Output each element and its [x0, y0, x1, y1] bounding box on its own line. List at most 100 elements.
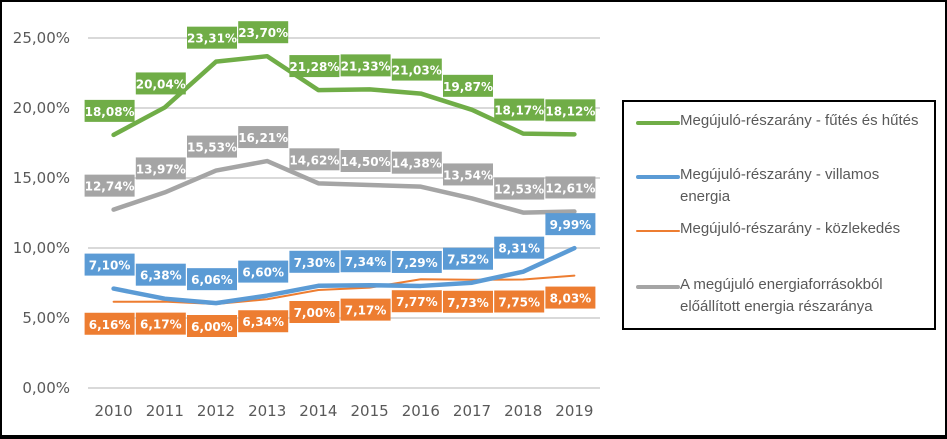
data-label-text: 7,34%: [345, 255, 387, 269]
x-tick-label: 2019: [555, 402, 593, 420]
data-label: 9,99%: [545, 213, 596, 236]
data-label: 7,17%: [340, 298, 391, 321]
data-label-text: 6,16%: [89, 318, 131, 332]
data-label-box: [187, 26, 237, 49]
data-label-box: [443, 290, 493, 313]
x-tick-label: 2018: [504, 402, 542, 420]
y-tick-label: 25,00%: [13, 29, 70, 47]
data-label-text: 23,70%: [238, 26, 288, 40]
data-label: 18,08%: [84, 99, 135, 122]
data-label-text: 23,31%: [187, 32, 237, 46]
data-label: 7,73%: [443, 290, 493, 313]
data-label-box: [340, 54, 391, 77]
data-label-box: [443, 74, 493, 97]
data-label-text: 21,33%: [341, 59, 391, 73]
data-label-box: [545, 286, 596, 309]
data-label: 6,16%: [84, 312, 135, 335]
data-label: 14,38%: [391, 151, 442, 174]
legend-label: Megújuló-részarány - közlekedés: [680, 220, 901, 237]
data-label-text: 12,74%: [85, 180, 135, 194]
data-label-text: 14,38%: [392, 157, 442, 171]
x-tick-label: 2015: [351, 402, 389, 420]
x-tick-label: 2016: [402, 402, 440, 420]
data-label-text: 13,97%: [136, 162, 186, 176]
data-label-text: 7,29%: [396, 256, 438, 270]
data-label-text: 7,30%: [294, 256, 336, 270]
data-label: 8,03%: [545, 286, 596, 309]
legend-swatch: [636, 285, 680, 289]
data-label: 13,54%: [443, 163, 493, 186]
y-tick-label: 10,00%: [13, 239, 70, 257]
data-label-text: 7,75%: [498, 296, 540, 310]
series-line: [111, 245, 577, 306]
data-label-text: 15,53%: [187, 141, 237, 155]
data-label-box: [494, 98, 545, 121]
data-label: 7,77%: [391, 290, 442, 313]
data-label: 7,00%: [289, 301, 340, 323]
data-label-box: [84, 253, 135, 276]
data-label-text: 7,73%: [447, 296, 489, 310]
series-line: [111, 158, 577, 215]
legend-item-renewable-total: A megújuló energiaforrásokból előállítot…: [636, 274, 930, 318]
data-label-text: 8,03%: [550, 292, 592, 306]
data-label-box: [391, 58, 442, 81]
legend-label: A megújuló energiaforrásokból előállítot…: [680, 276, 883, 315]
data-label: 15,53%: [187, 135, 237, 158]
y-tick-label: 5,00%: [22, 309, 70, 327]
data-label-box: [443, 163, 493, 186]
data-label: 7,75%: [494, 290, 545, 313]
data-label: 20,04%: [135, 72, 186, 95]
data-label-box: [135, 263, 186, 286]
data-label: 23,70%: [238, 21, 289, 44]
data-label: 16,21%: [238, 126, 289, 149]
x-tick-label: 2017: [453, 402, 491, 420]
data-label-box: [135, 312, 186, 335]
data-label-box: [545, 213, 596, 236]
data-label-text: 7,17%: [345, 304, 387, 318]
data-label: 21,03%: [391, 58, 442, 81]
x-tick-label: 2012: [197, 402, 235, 420]
data-label: 7,10%: [84, 253, 135, 276]
data-label: 6,34%: [238, 310, 289, 333]
data-label: 12,74%: [84, 174, 135, 197]
data-label: 18,12%: [545, 99, 596, 122]
data-label-box: [494, 236, 545, 259]
data-label: 7,52%: [443, 247, 493, 270]
data-label-text: 7,77%: [396, 295, 438, 309]
legend-item-electricity: Megújuló-részarány - villamos energia: [636, 164, 930, 208]
data-label-text: 7,10%: [89, 259, 131, 273]
data-label-text: 19,87%: [443, 80, 493, 94]
data-label: 8,31%: [494, 236, 545, 259]
data-label-text: 6,60%: [242, 266, 284, 280]
data-label: 6,38%: [135, 263, 186, 286]
data-label-box: [391, 290, 442, 313]
data-label-text: 13,54%: [443, 168, 493, 182]
data-label-box: [494, 177, 545, 200]
data-label-box: [84, 312, 135, 335]
data-label-box: [238, 260, 289, 283]
data-label-text: 18,17%: [494, 104, 544, 118]
data-label-box: [289, 148, 340, 171]
x-tick-label: 2014: [299, 402, 337, 420]
data-label: 6,06%: [187, 268, 237, 291]
data-label-text: 7,00%: [294, 306, 336, 320]
data-label: 21,28%: [289, 55, 340, 78]
data-label-text: 21,28%: [289, 60, 339, 74]
x-tick-label: 2010: [95, 402, 133, 420]
data-label-text: 12,61%: [545, 181, 595, 195]
data-label: 21,33%: [340, 54, 391, 77]
x-tick-label: 2011: [146, 402, 184, 420]
data-label: 6,60%: [238, 260, 289, 283]
data-label-text: 20,04%: [136, 77, 186, 91]
data-label-text: 7,52%: [447, 253, 489, 267]
data-label-text: 18,12%: [545, 104, 595, 118]
data-label: 6,00%: [187, 315, 237, 337]
legend-label: Megújuló-részarány - villamos energia: [680, 166, 880, 205]
legend: Megújuló-részarány - fűtés és hűtés Megú…: [622, 100, 936, 330]
data-label-text: 6,34%: [242, 315, 284, 329]
data-label-text: 6,38%: [140, 269, 182, 283]
data-label: 13,97%: [135, 157, 186, 180]
data-label-box: [494, 290, 545, 313]
data-label-box: [391, 250, 442, 273]
